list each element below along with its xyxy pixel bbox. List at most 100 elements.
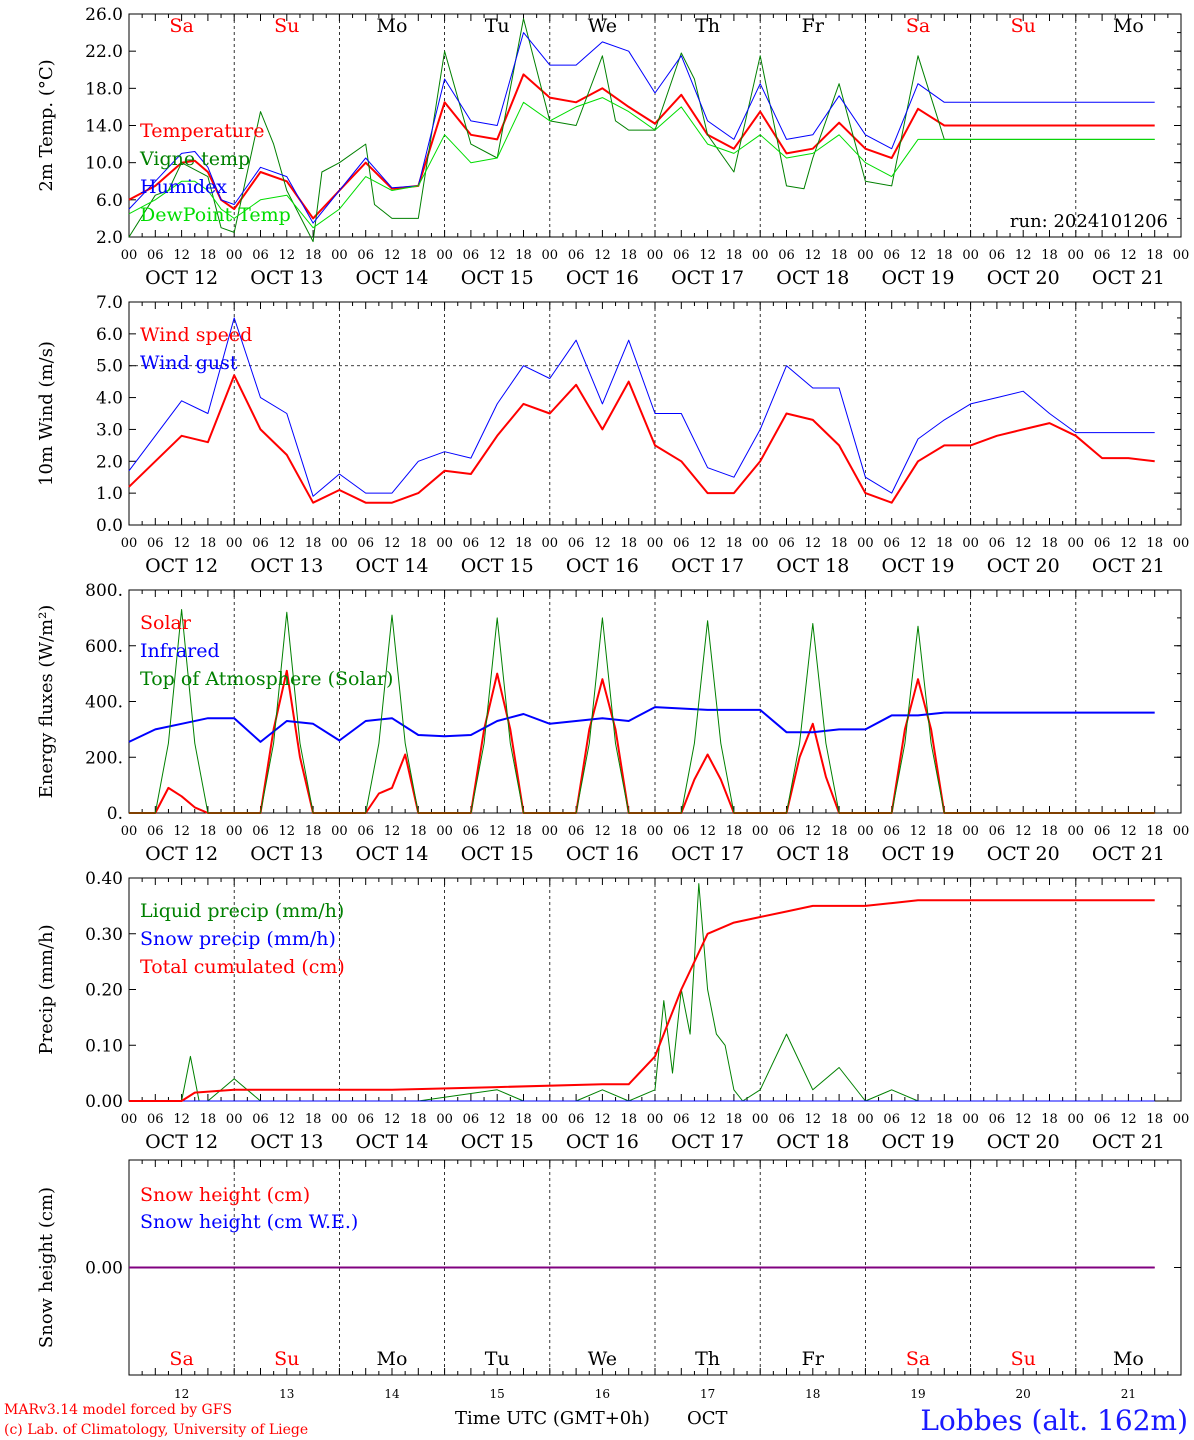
series-line-humidex (128, 32, 1155, 224)
hour-label: 00 (226, 1112, 243, 1127)
hour-label: 12 (384, 824, 401, 839)
hour-label: 00 (1068, 248, 1085, 263)
y-tick-label: 2.0 (96, 228, 123, 248)
date-label: OCT 17 (671, 267, 744, 289)
hour-label: 12 (173, 1112, 190, 1127)
hour-label: 12 (699, 248, 716, 263)
date-label: OCT 15 (461, 555, 534, 577)
hour-label: 18 (200, 536, 217, 551)
weekday-label: Su (1011, 15, 1036, 37)
hour-label: 12 (910, 536, 927, 551)
hour-label: 00 (857, 536, 874, 551)
hour-label: 00 (1068, 536, 1085, 551)
day-number-label: 19 (910, 1387, 925, 1401)
y-tick-label: 800. (85, 581, 123, 601)
hour-label: 00 (121, 248, 138, 263)
hour-label: 12 (805, 1112, 822, 1127)
hour-label: 18 (410, 248, 427, 263)
hour-label: 12 (805, 248, 822, 263)
hour-label: 12 (173, 824, 190, 839)
series-line-top-of-atmosphere-solar- (129, 609, 1155, 814)
date-label: OCT 14 (355, 267, 428, 289)
hour-label: 12 (910, 1112, 927, 1127)
plot-frame (128, 589, 1182, 814)
hour-label: 12 (910, 824, 927, 839)
hour-label: 06 (147, 536, 164, 551)
hour-label: 00 (647, 248, 664, 263)
hour-label: 12 (384, 536, 401, 551)
y-tick-label: 2.0 (96, 452, 123, 472)
hour-label: 18 (936, 1112, 953, 1127)
y-tick-label: 0.30 (85, 925, 123, 945)
hour-label: 00 (752, 1112, 769, 1127)
y-tick-label: 600. (85, 637, 123, 657)
hour-label: 18 (620, 248, 637, 263)
legend-entry: Wind gust (140, 352, 238, 374)
chart-panel-2: 0.0 1.0 2.0 3.0 4.0 5.0 6.0 7.0 10m Wind (m/s) Wi… (36, 293, 1189, 577)
y-tick-label: 1.0 (96, 484, 123, 504)
y-tick-label: 0.10 (85, 1036, 123, 1056)
legend-entry: Solar (140, 612, 192, 634)
hour-label: 12 (594, 824, 611, 839)
y-tick-label: 0.00 (85, 1092, 123, 1112)
hour-label: 06 (357, 536, 374, 551)
hour-label: 18 (1146, 824, 1163, 839)
legend: Temperature Vigne temp Humidex DewPoint Tem… (139, 120, 291, 226)
weekday-label: Fr (802, 15, 825, 37)
hour-label: 06 (568, 248, 585, 263)
hour-label: 00 (752, 536, 769, 551)
series-line-temperature (128, 73, 1155, 220)
hour-label: 00 (857, 1112, 874, 1127)
legend-entry: Top of Atmosphere (Solar) (140, 668, 393, 690)
hour-label: 00 (647, 536, 664, 551)
hour-label: 12 (1120, 1112, 1137, 1127)
hour-label: 12 (1120, 824, 1137, 839)
hour-label: 00 (226, 536, 243, 551)
hour-label: 12 (489, 824, 506, 839)
date-label: OCT 13 (250, 1131, 323, 1153)
weekday-label: Sa (169, 1348, 193, 1370)
hour-label: 12 (279, 824, 296, 839)
date-label: OCT 16 (566, 843, 639, 865)
month-label: OCT (687, 1408, 728, 1429)
weekday-label: Su (274, 1348, 299, 1370)
x-tick-labels: 00 06 12 18 OCT 12 00 06 12 18 OCT 13 00 06 12 18 OCT … (121, 824, 1190, 865)
hour-label: 12 (489, 1112, 506, 1127)
y-axis-title: 2m Temp. (°C) (36, 59, 57, 191)
hour-label: 12 (805, 824, 822, 839)
hour-label: 18 (1041, 536, 1058, 551)
hour-label: 00 (542, 536, 559, 551)
hour-label: 06 (568, 536, 585, 551)
hour-label: 18 (200, 248, 217, 263)
hour-label: 18 (1146, 248, 1163, 263)
hour-label: 06 (252, 536, 269, 551)
date-label: OCT 20 (987, 555, 1060, 577)
date-label: OCT 12 (145, 1131, 218, 1153)
series-line-total-cumulated-cm- (129, 899, 1155, 1102)
chart-panel-3: 0. 200. 400. 600. 800. Energy fluxes (W/m²) So… (36, 581, 1189, 865)
day-number-label: 13 (279, 1387, 294, 1401)
date-label: OCT 21 (1092, 1131, 1165, 1153)
hour-label: 12 (699, 1112, 716, 1127)
hour-label: 12 (1015, 248, 1032, 263)
weekday-label: Th (695, 1348, 720, 1370)
hour-label: 06 (463, 248, 480, 263)
hour-label: 12 (384, 248, 401, 263)
hour-label: 00 (331, 248, 348, 263)
hour-label: 00 (121, 1112, 138, 1127)
hour-label: 18 (305, 824, 322, 839)
date-label: OCT 19 (881, 267, 954, 289)
hour-label: 00 (647, 824, 664, 839)
x-tick-labels: 00 06 12 18 OCT 12 00 06 12 18 OCT 13 00 06 12 18 OCT … (121, 1112, 1190, 1153)
legend: Solar Infrared Top of Atmosphere (Solar) (140, 612, 393, 690)
hour-label: 06 (989, 248, 1006, 263)
day-number-label: 14 (384, 1387, 400, 1401)
hour-label: 18 (620, 1112, 637, 1127)
date-label: OCT 17 (671, 555, 744, 577)
date-label: OCT 18 (776, 1131, 849, 1153)
y-axis-title: Precip (mm/h) (36, 924, 57, 1054)
hour-label: 06 (1094, 248, 1111, 263)
hour-label: 00 (542, 1112, 559, 1127)
legend-entry: Infrared (140, 640, 220, 662)
hour-label: 00 (542, 248, 559, 263)
